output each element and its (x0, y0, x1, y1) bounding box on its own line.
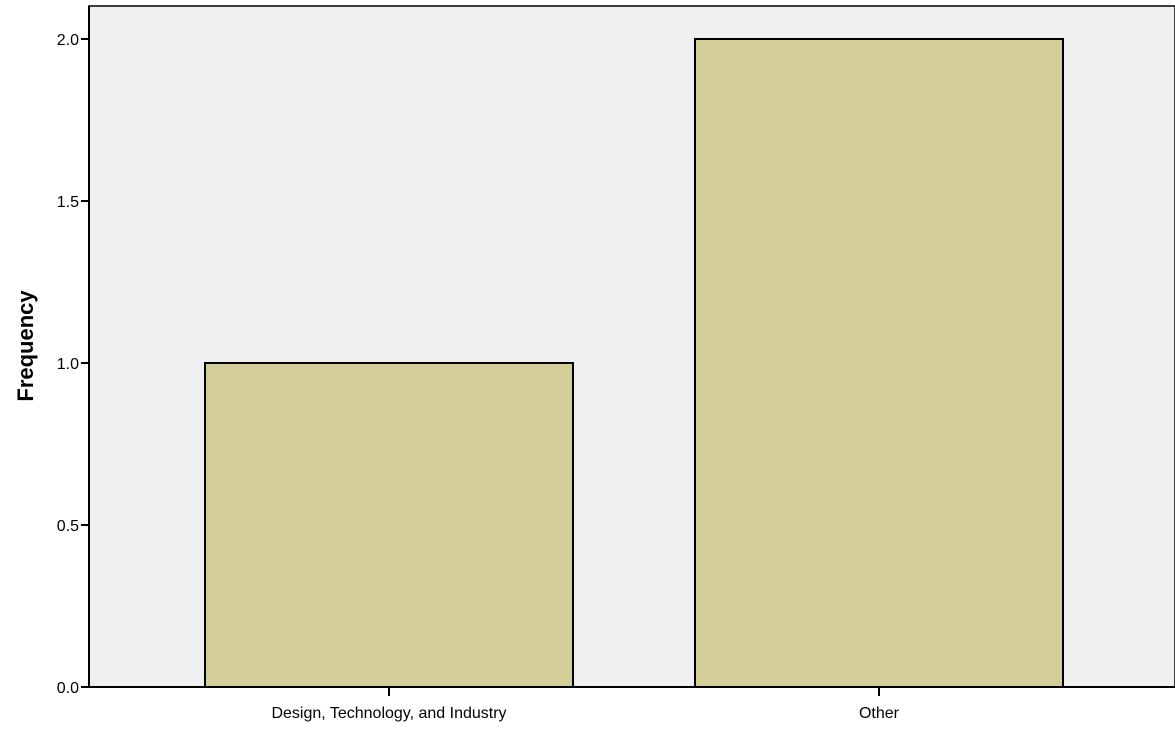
bar-0 (204, 362, 574, 688)
x-tick-label: Design, Technology, and Industry (271, 705, 506, 722)
x-axis-ticks: Design, Technology, and Industry Other (271, 687, 900, 722)
bars (204, 38, 1064, 688)
y-tick-label: 1.5 (57, 194, 79, 211)
y-tick-label: 1.0 (57, 356, 79, 373)
y-tick-label: 2.0 (57, 32, 79, 49)
y-axis-ticks: 0.0 0.5 1.0 1.5 2.0 (57, 32, 89, 697)
y-axis-title: Frequency (13, 290, 38, 402)
bar-1 (694, 38, 1064, 688)
x-tick-label: Other (859, 705, 900, 722)
y-tick-label: 0.0 (57, 680, 79, 697)
y-tick-label: 0.5 (57, 518, 79, 535)
